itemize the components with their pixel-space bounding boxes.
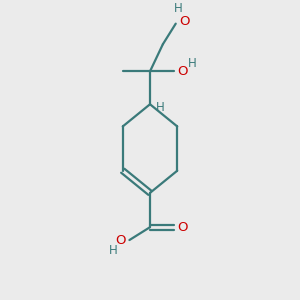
Text: O: O [116, 233, 126, 247]
Text: O: O [178, 65, 188, 78]
Text: H: H [174, 2, 183, 15]
Text: H: H [188, 57, 196, 70]
Text: H: H [109, 244, 118, 256]
Text: O: O [179, 15, 190, 28]
Text: O: O [178, 221, 188, 234]
Text: H: H [156, 100, 165, 114]
